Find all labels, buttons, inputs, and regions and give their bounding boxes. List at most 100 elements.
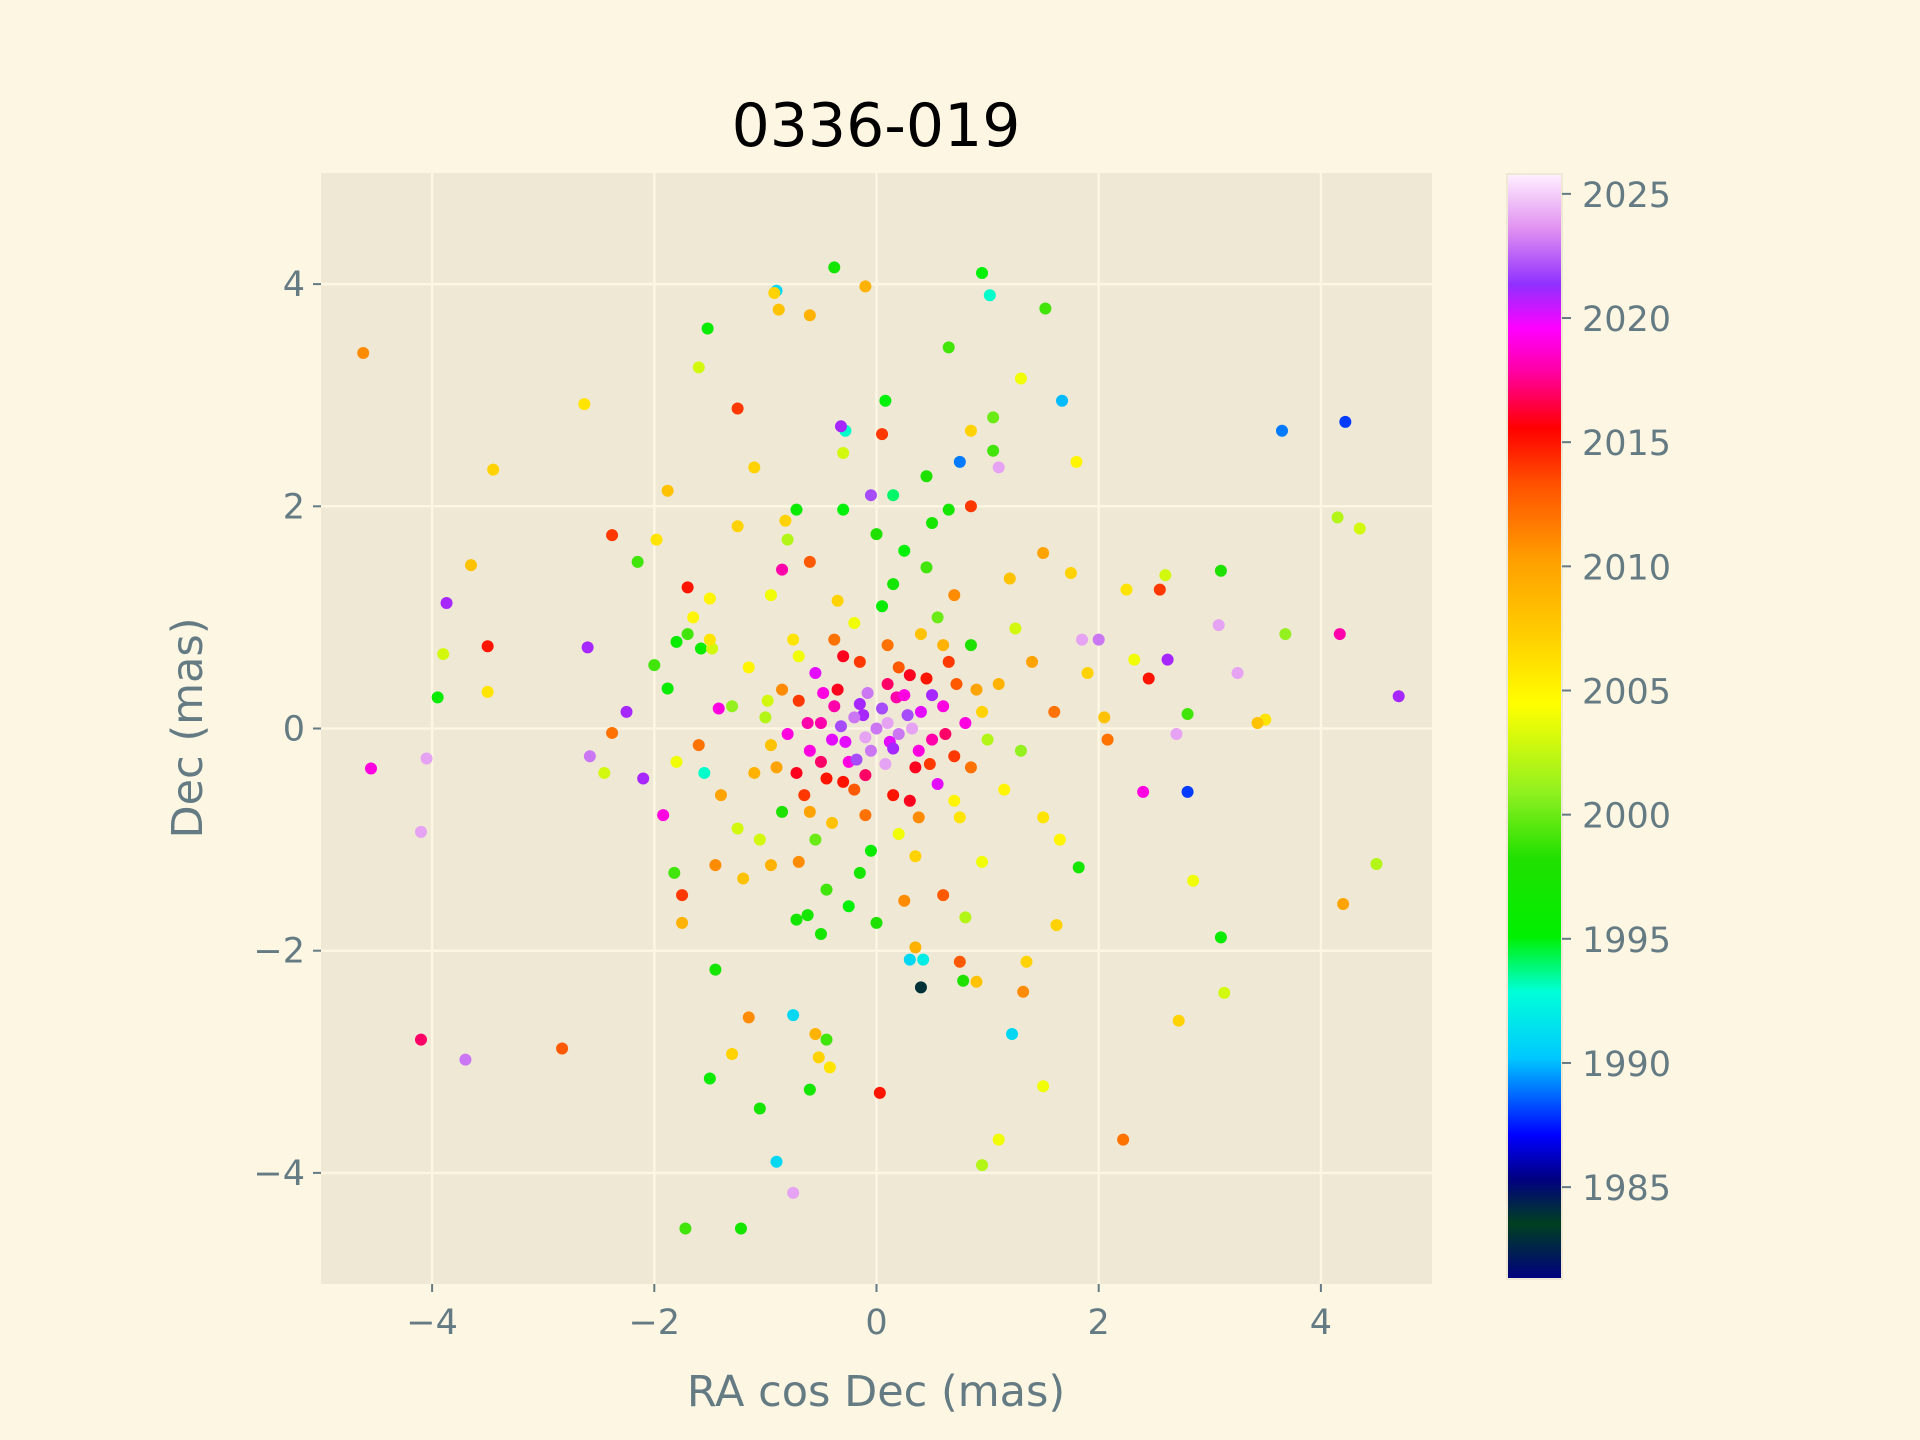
data-point [837,650,850,663]
data-point [1070,455,1083,468]
data-point [898,544,911,557]
data-point [779,514,792,527]
data-point [753,1102,766,1115]
data-point [657,809,670,822]
data-point [831,683,844,696]
data-point [920,672,933,685]
data-point [1048,705,1061,718]
data-point [820,1033,833,1046]
data-point [976,855,989,868]
x-tick-label: 0 [865,1303,887,1343]
data-point [828,633,841,646]
data-point [1037,546,1050,559]
data-point [1006,1028,1019,1041]
data-point [859,731,872,744]
data-point [1370,858,1383,871]
data-point [920,470,933,483]
data-point [987,444,1000,457]
data-point [1153,583,1166,596]
data-point [620,705,633,718]
data-point [676,916,689,929]
data-point [437,648,450,661]
data-point [742,661,755,674]
data-point [801,716,814,729]
data-point [809,833,822,846]
data-point [837,503,850,516]
data-point [876,428,889,441]
data-point [1056,394,1069,407]
data-point [692,739,705,752]
data-point [870,916,883,929]
data-point [742,1011,755,1024]
data-point [734,1222,747,1235]
data-point [920,561,933,574]
data-point [790,766,803,779]
data-point [887,489,900,502]
data-point [859,280,872,293]
data-point [870,528,883,541]
data-point [959,911,972,924]
colorbar-tick-label: 2025 [1582,176,1671,216]
x-tick-label: −2 [628,1303,680,1343]
data-point [937,889,950,902]
y-tick-label: −4 [253,1154,305,1194]
colorbar-tick-label: 2015 [1582,424,1671,464]
data-point [764,859,777,872]
data-point [1353,522,1366,535]
data-point [909,761,922,774]
data-point [803,309,816,322]
data-point [809,1028,822,1041]
data-point [926,516,939,529]
data-point [1003,572,1016,585]
data-point [694,642,707,655]
data-point [703,592,716,605]
data-point [703,633,716,646]
data-point [764,589,777,602]
data-point [834,720,847,733]
data-point [926,733,939,746]
data-point [731,402,744,415]
data-point [709,963,722,976]
data-point [953,811,966,824]
data-point [812,1051,825,1064]
data-point [1392,690,1405,703]
data-point [876,702,889,715]
data-point [887,789,900,802]
data-point [903,794,916,807]
data-point [668,866,681,879]
data-point [853,655,866,668]
data-point [687,611,700,624]
data-point [581,641,594,654]
data-point [770,1155,783,1168]
data-point [731,822,744,835]
data-point [606,529,619,542]
data-point [848,783,861,796]
data-point [803,555,816,568]
data-point [1076,633,1089,646]
data-point [937,700,950,713]
data-point [842,900,855,913]
data-point [481,685,494,698]
data-point [670,635,683,648]
data-point [1020,955,1033,968]
data-points [357,261,1405,1235]
data-point [1187,874,1200,887]
data-point [1092,633,1105,646]
y-tick-label: 4 [283,265,305,305]
data-point [781,728,794,741]
data-point [914,628,927,641]
data-point [726,1048,739,1061]
data-point [837,775,850,788]
data-point [357,346,370,359]
data-point [1014,744,1027,757]
data-point [964,424,977,437]
data-point [864,489,877,502]
data-point [440,596,453,609]
data-point [879,394,892,407]
data-point [726,700,739,713]
data-point [676,889,689,902]
data-point [976,266,989,279]
colorbar-tick-label: 1985 [1582,1169,1671,1209]
data-point [776,805,789,818]
colorbar-tick-label: 1990 [1582,1045,1671,1085]
